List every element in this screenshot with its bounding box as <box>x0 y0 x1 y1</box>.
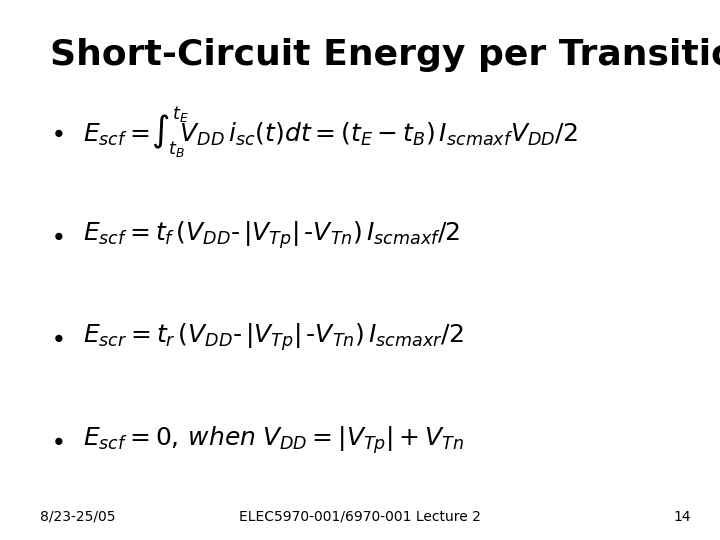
Text: $E_{scf}=\!\int_{t_B}^{t_E}\!\! V_{DD}\, i_{sc}(t)dt = (t_E - t_B)\, I_{scmaxf}V: $E_{scf}=\!\int_{t_B}^{t_E}\!\! V_{DD}\,… <box>83 105 577 160</box>
Text: Short-Circuit Energy per Transition: Short-Circuit Energy per Transition <box>50 38 720 72</box>
Text: 14: 14 <box>674 510 691 524</box>
Text: $E_{scr} = t_r\,(V_{DD}\text{-}\,|V_{Tp}|\,\text{-}V_{Tn})\, I_{scmaxr}/2$: $E_{scr} = t_r\,(V_{DD}\text{-}\,|V_{Tp}… <box>83 322 464 353</box>
Text: $E_{scf} = 0,\, \mathit{when}\; V_{DD} = |V_{Tp}| + V_{Tn}$: $E_{scf} = 0,\, \mathit{when}\; V_{DD} =… <box>83 424 464 456</box>
Text: $\bullet$: $\bullet$ <box>50 120 64 144</box>
Text: $\bullet$: $\bullet$ <box>50 326 64 349</box>
Text: $\bullet$: $\bullet$ <box>50 428 64 452</box>
Text: ELEC5970-001/6970-001 Lecture 2: ELEC5970-001/6970-001 Lecture 2 <box>239 510 481 524</box>
Text: 8/23-25/05: 8/23-25/05 <box>40 510 115 524</box>
Text: $\bullet$: $\bullet$ <box>50 223 64 247</box>
Text: $E_{scf} = t_f\,(V_{DD}\text{-}\,|V_{Tp}|\,\text{-}V_{Tn})\, I_{scmaxf}/2$: $E_{scf} = t_f\,(V_{DD}\text{-}\,|V_{Tp}… <box>83 219 460 251</box>
